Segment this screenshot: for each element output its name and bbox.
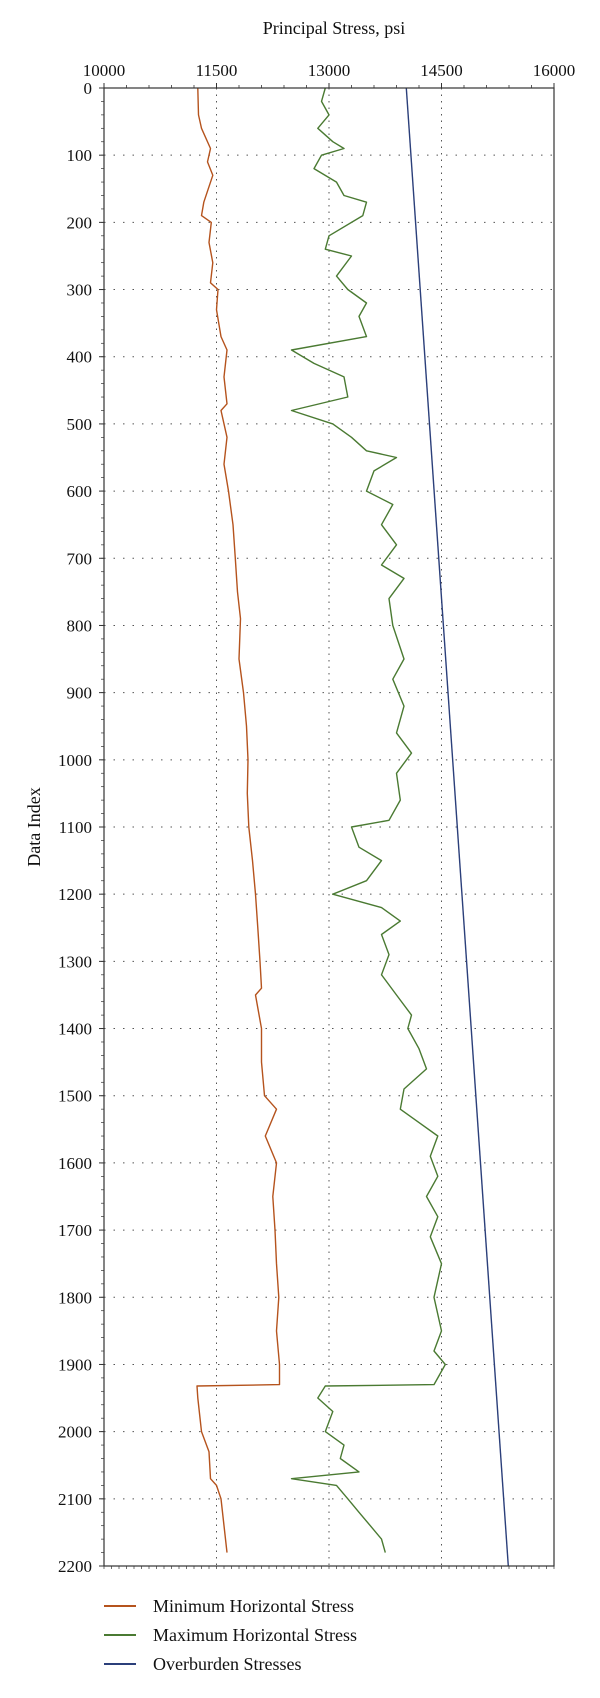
- y-tick-label: 500: [67, 415, 93, 434]
- x-tick-label: 13000: [308, 61, 351, 80]
- x-tick-label: 11500: [196, 61, 238, 80]
- series-line-2: [290, 87, 446, 1553]
- y-tick-label: 1100: [59, 818, 92, 837]
- legend: Minimum Horizontal Stress Maximum Horizon…: [104, 1596, 357, 1674]
- y-tick-label: 1200: [58, 885, 92, 904]
- y-tick-label: 600: [67, 482, 93, 501]
- series-lines: [196, 87, 509, 1567]
- y-tick-label: 1800: [58, 1288, 92, 1307]
- y-tick-label: 1400: [58, 1020, 92, 1039]
- y-tick-label: 1900: [58, 1355, 92, 1374]
- y-tick-label: 1700: [58, 1221, 92, 1240]
- legend-label: Maximum Horizontal Stress: [153, 1625, 357, 1645]
- y-tick-label: 1300: [58, 952, 92, 971]
- x-tick-label: 10000: [83, 61, 126, 80]
- y-tick-label: 2000: [58, 1423, 92, 1442]
- y-tick-label: 2100: [58, 1490, 92, 1509]
- x-tick-label: 14500: [420, 61, 463, 80]
- x-tick-label: 16000: [533, 61, 576, 80]
- series-line-1: [196, 87, 281, 1553]
- y-tick-label: 2200: [58, 1557, 92, 1576]
- tick-labels: 10000 11500 13000 14500 16000 0 100 200 300 400 50…: [58, 61, 575, 1576]
- series-line-3: [405, 87, 509, 1567]
- y-tick-label: 200: [67, 213, 93, 232]
- y-tick-label: 900: [67, 684, 93, 703]
- y-tick-label: 700: [67, 549, 93, 568]
- y-axis-title: Data Index: [24, 787, 44, 866]
- y-tick-label: 100: [67, 146, 93, 165]
- plot-frame: [103, 87, 555, 1567]
- y-tick-label: 1000: [58, 751, 92, 770]
- y-tick-label: 400: [67, 348, 93, 367]
- x-axis-title: Principal Stress, psi: [263, 18, 406, 38]
- legend-label: Overburden Stresses: [153, 1654, 301, 1674]
- y-tick-label: 1500: [58, 1087, 92, 1106]
- legend-label: Minimum Horizontal Stress: [153, 1596, 354, 1616]
- y-tick-label: 0: [84, 79, 93, 98]
- y-tick-label: 800: [67, 616, 93, 635]
- y-tick-label: 1600: [58, 1154, 92, 1173]
- y-tick-label: 300: [67, 281, 93, 300]
